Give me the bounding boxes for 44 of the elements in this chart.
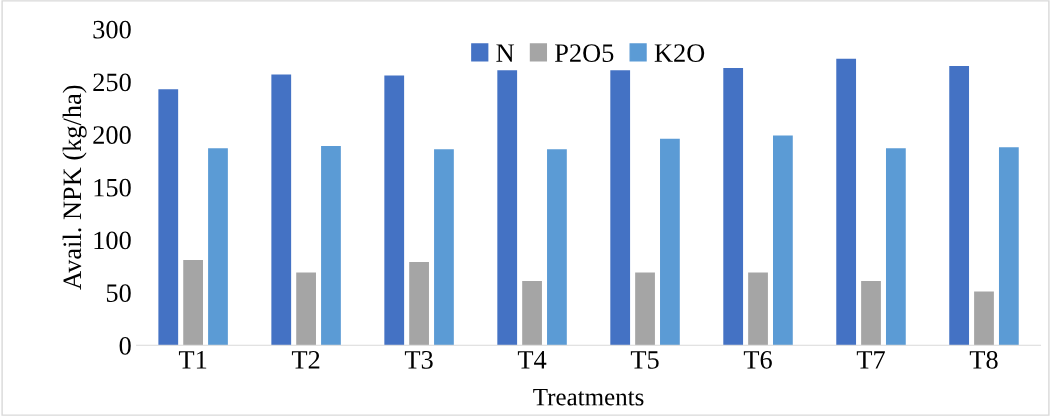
x-tick-label: T7 — [856, 351, 885, 369]
bar — [748, 272, 768, 346]
x-tick-label: T5 — [630, 351, 659, 369]
bar — [547, 149, 567, 346]
y-tick-label: 50 — [106, 284, 131, 302]
x-tick-label: T1 — [178, 351, 207, 369]
legend-label: P2O5 — [555, 44, 614, 62]
y-tick-label: 200 — [93, 126, 131, 144]
bar — [974, 291, 994, 346]
bar — [861, 280, 881, 346]
y-tick-label: 0 — [119, 336, 131, 355]
legend-label: K2O — [654, 44, 705, 62]
bar — [610, 70, 631, 346]
bar — [271, 74, 292, 346]
bar — [836, 58, 857, 346]
bar — [409, 262, 429, 346]
bar — [497, 70, 518, 346]
bar — [321, 146, 341, 346]
y-tick-label: 250 — [93, 73, 131, 92]
bar — [635, 272, 655, 346]
bar — [384, 75, 405, 346]
x-tick-label: T2 — [291, 350, 320, 369]
bar — [949, 66, 970, 346]
bar — [183, 259, 204, 346]
y-tick-label: 100 — [94, 231, 131, 250]
bar — [296, 272, 316, 346]
x-tick-label: T3 — [404, 350, 433, 369]
bar — [723, 68, 744, 346]
bar — [660, 138, 680, 346]
bar — [208, 148, 228, 346]
legend-label: N — [496, 44, 515, 62]
y-axis-title: Avail. NPK (kg/ha) — [62, 85, 87, 290]
x-tick-label: T6 — [743, 350, 772, 369]
x-tick-label: T4 — [517, 351, 547, 369]
y-tick-label: 150 — [94, 178, 131, 197]
bar — [885, 148, 906, 346]
bar — [434, 149, 454, 346]
bar — [773, 135, 793, 346]
x-axis-title: Treatments — [533, 388, 644, 406]
bar — [158, 89, 179, 346]
bar — [998, 147, 1019, 346]
y-tick-label: 300 — [93, 20, 131, 39]
x-tick-label: T8 — [969, 350, 998, 369]
bar — [522, 280, 542, 346]
